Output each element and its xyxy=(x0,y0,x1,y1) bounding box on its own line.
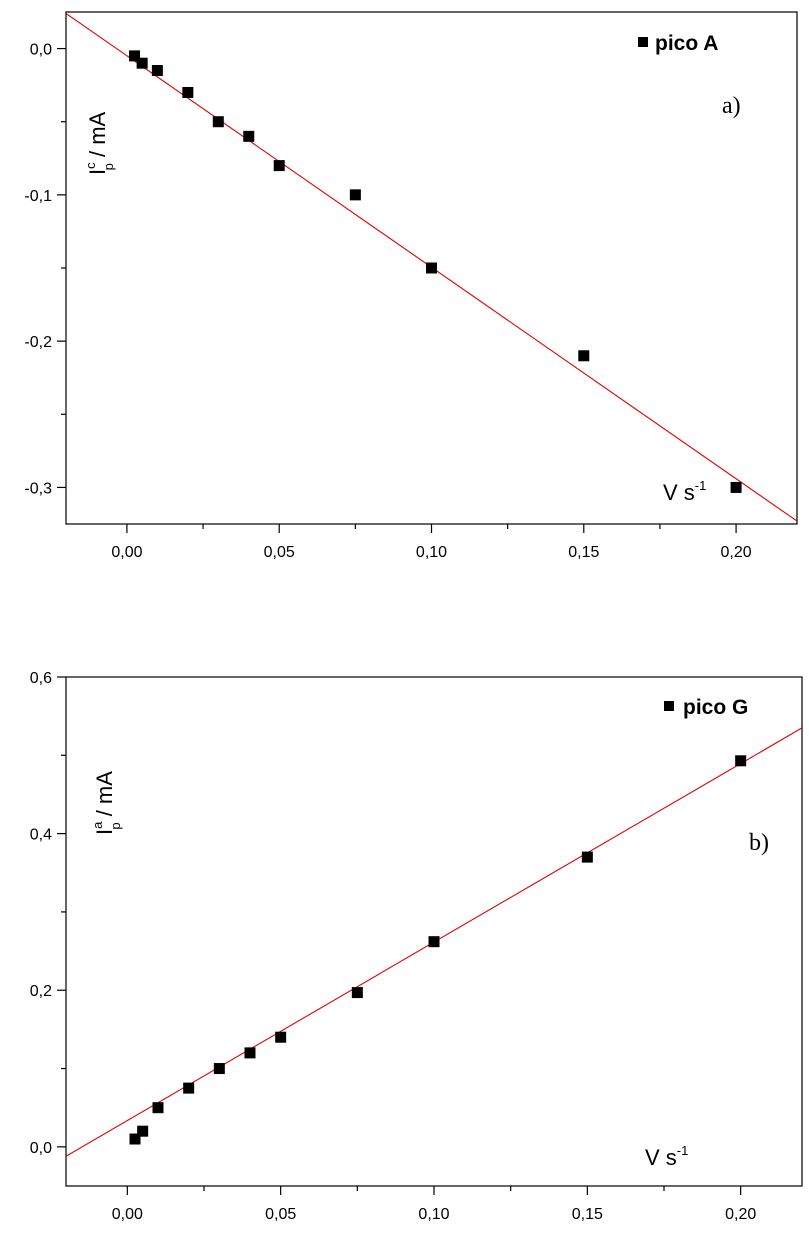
data-point xyxy=(351,987,363,999)
y-tick-label: 0,2 xyxy=(30,983,52,1000)
x-tick-label: 0,05 xyxy=(265,1206,296,1223)
data-point xyxy=(129,1133,141,1145)
x-tick-label: 0,20 xyxy=(721,544,752,561)
y-tick-label: -0,1 xyxy=(24,188,52,205)
y-tick-label: -0,3 xyxy=(24,480,52,497)
y-tick-label: 0,4 xyxy=(30,827,52,844)
y-tick-label: 0,0 xyxy=(30,42,52,59)
data-point xyxy=(735,755,747,767)
data-point xyxy=(152,1102,164,1114)
x-axis-title: V s-1 xyxy=(645,1143,688,1170)
data-point xyxy=(151,65,163,77)
x-tick-label: 0,20 xyxy=(725,1206,756,1223)
y-tick-label: 0,0 xyxy=(30,1140,52,1157)
data-point xyxy=(182,86,194,98)
data-point xyxy=(581,851,593,863)
data-point xyxy=(428,936,440,948)
data-point xyxy=(137,1125,149,1137)
y-tick-label: 0,6 xyxy=(30,670,52,687)
data-point xyxy=(243,130,255,142)
panel-label: b) xyxy=(749,830,769,856)
data-point xyxy=(183,1082,195,1094)
x-tick-label: 0,10 xyxy=(418,1206,449,1223)
data-point xyxy=(730,481,742,493)
data-point xyxy=(212,116,224,128)
data-point xyxy=(275,1031,287,1043)
y-axis-title: Ic p / mA xyxy=(83,111,116,175)
data-point xyxy=(273,160,285,172)
x-tick-label: 0,05 xyxy=(264,544,295,561)
data-point xyxy=(426,262,437,274)
plot-frame xyxy=(65,676,803,1187)
legend-label: pico G xyxy=(683,696,748,719)
data-point xyxy=(578,350,590,362)
y-axis-title: Ia p / mA xyxy=(90,771,123,835)
data-point xyxy=(244,1047,256,1059)
chart-a: 0,00 0,05 0,10 0,15 0,20 0,0 -0,1 -0,2 -0,3 pico … xyxy=(24,11,798,561)
data-point xyxy=(213,1063,225,1075)
legend-marker xyxy=(638,37,648,47)
chart-b: 0,00 0,05 0,10 0,15 0,20 0,0 0,2 0,4 0,6 pico G b)… xyxy=(30,670,803,1223)
x-tick-label: 0,00 xyxy=(111,544,142,561)
x-axis-title: V s-1 xyxy=(663,478,706,505)
data-point xyxy=(349,189,361,201)
panel-label: a) xyxy=(722,93,741,119)
y-tick-label: -0,2 xyxy=(24,334,52,351)
data-point xyxy=(129,50,141,62)
data-point xyxy=(136,57,148,69)
x-tick-label: 0,15 xyxy=(568,544,599,561)
x-tick-label: 0,00 xyxy=(112,1206,143,1223)
legend-label: pico A xyxy=(655,32,718,55)
x-tick-label: 0,15 xyxy=(572,1206,603,1223)
x-tick-label: 0,10 xyxy=(416,544,447,561)
legend-marker xyxy=(664,701,674,711)
